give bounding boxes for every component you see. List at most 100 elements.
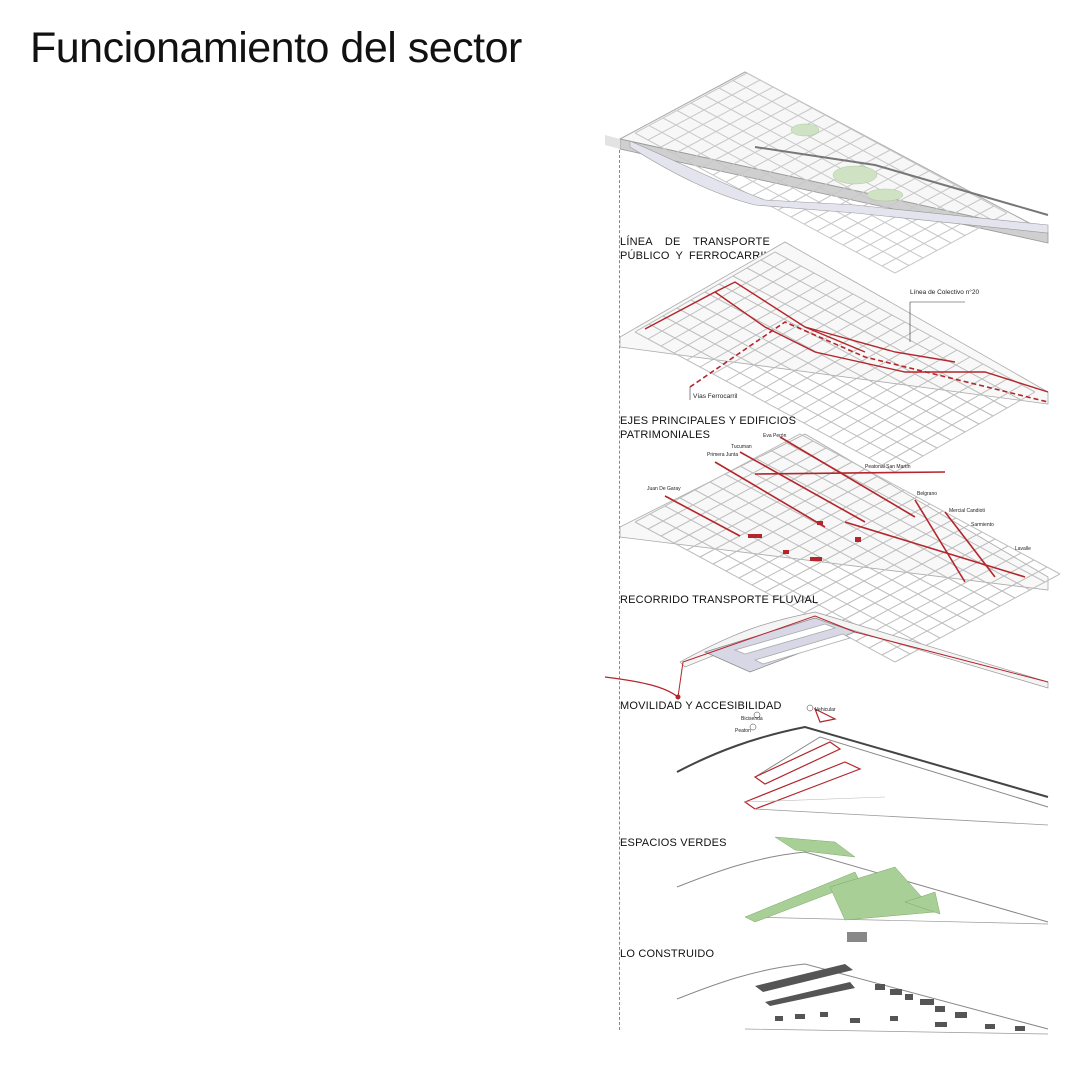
verdes-green-areas	[744, 836, 941, 923]
transporte-street-grid	[634, 251, 1036, 473]
grid-line	[738, 307, 880, 389]
construido-drawing	[676, 963, 1049, 1035]
page-title: Funcionamiento del sector	[30, 24, 522, 72]
label-ejes: EJES PRINCIPALES Y EDIFICIOS PATRIMONIAL…	[620, 414, 796, 442]
grid-line	[868, 198, 982, 260]
grid-line	[699, 286, 841, 368]
grid-line	[673, 454, 840, 544]
grid-line	[777, 328, 919, 410]
verdes-drawing	[676, 836, 1049, 942]
transporte-drawing	[619, 241, 1049, 473]
grid-line	[842, 545, 1009, 635]
grid-line	[673, 93, 787, 155]
construido-buildings	[755, 964, 1025, 1031]
street-sarmiento: Sarmiento	[971, 522, 994, 528]
movilidad-drawing	[676, 704, 1049, 826]
grid-line	[660, 265, 802, 347]
layer-fluvial: RECORRIDO TRANSPORTE FLUVIAL	[604, 592, 1055, 702]
base-axonometric-drawing	[605, 71, 1049, 274]
street-lavalle: Lavalle	[1015, 546, 1031, 552]
grid-line	[881, 384, 1023, 466]
grid-line	[816, 349, 958, 431]
grid-line	[647, 258, 789, 340]
grid-line	[803, 163, 917, 225]
layer-transporte: LÍNEA DE TRANSPORTE PÚBLICO Y FERROCARRI…	[605, 232, 1055, 473]
grid-line	[738, 489, 905, 579]
grid-line	[634, 251, 776, 333]
fluvial-route-outer	[604, 676, 679, 698]
grid-line	[686, 100, 800, 162]
label-ejes-line2: PATRIMONIALES	[620, 429, 711, 441]
movilidad-bike-paths	[743, 707, 862, 810]
base-green-areas	[790, 123, 904, 202]
grid-line	[712, 475, 879, 565]
street-mercial-candioti: Mercial Candioti	[949, 508, 985, 514]
legend-peaton: Peaton	[735, 728, 751, 734]
fluvial-drawing	[604, 611, 1049, 700]
legend-bicisenda: Bicisenda	[741, 716, 763, 722]
ejes-heritage-buildings	[748, 521, 861, 561]
grid-line	[660, 86, 774, 148]
grid-line	[634, 433, 801, 523]
grid-line	[868, 559, 1035, 649]
layer-stack-axis	[619, 150, 620, 1030]
transporte-bus-routes	[644, 281, 1049, 393]
verdes-legend-swatch	[847, 932, 867, 942]
grid-line	[634, 72, 748, 134]
grid-line	[894, 391, 1036, 473]
grid-line	[686, 279, 828, 361]
grid-line	[712, 293, 854, 375]
grid-line	[764, 503, 931, 593]
label-movilidad: MOVILIDAD Y ACCESIBILIDAD	[620, 700, 782, 712]
street-eva-peron: Eva Perón	[763, 433, 787, 439]
grid-line	[764, 142, 878, 204]
fluvial-route	[677, 615, 1049, 698]
layer-construido: LO CONSTRUIDO	[605, 944, 1055, 1044]
label-transporte: LÍNEA DE TRANSPORTE PÚBLICO Y FERROCARRI…	[620, 235, 770, 263]
label-ejes-line1: EJES PRINCIPALES Y EDIFICIOS	[620, 415, 797, 427]
grid-line	[764, 321, 906, 403]
street-tucuman: Tucuman	[731, 444, 752, 450]
grid-line	[868, 377, 1010, 459]
base-railway	[754, 146, 1049, 216]
movilidad-vehicular-road	[676, 725, 1049, 798]
legend-vehicular: Vehicular	[815, 707, 836, 713]
grid-line	[816, 170, 930, 232]
layer-base	[605, 55, 1055, 274]
grid-line	[777, 510, 944, 600]
grid-line	[647, 440, 814, 530]
ejes-street-grid	[634, 433, 1061, 663]
grid-line	[751, 314, 893, 396]
label-transporte-line2: PÚBLICO Y FERROCARRIL	[620, 250, 770, 262]
grid-line	[699, 107, 813, 169]
grid-line	[686, 461, 853, 551]
street-peatonal-san-martin: Peatonal San Martín	[865, 464, 911, 470]
grid-line	[699, 468, 866, 558]
grid-line	[855, 191, 969, 253]
base-river	[629, 140, 1049, 234]
grid-line	[647, 79, 761, 141]
label-fluvial: RECORRIDO TRANSPORTE FLUVIAL	[620, 594, 819, 606]
grid-line	[829, 538, 996, 628]
layer-ejes: EJES PRINCIPALES Y EDIFICIOS PATRIMONIAL…	[605, 412, 1061, 663]
street-belgrano: Belgrano	[917, 491, 938, 497]
grid-line	[751, 496, 918, 586]
grid-line	[790, 335, 932, 417]
grid-line	[725, 300, 867, 382]
ejes-main-axes	[664, 436, 1026, 583]
grid-line	[738, 128, 852, 190]
grid-line	[660, 447, 827, 537]
transporte-railway	[689, 321, 1049, 403]
grid-line	[881, 205, 995, 267]
grid-line	[816, 531, 983, 621]
grid-line	[751, 135, 865, 197]
grid-line	[842, 363, 984, 445]
layer-movilidad: MOVILIDAD Y ACCESIBILIDAD Vehicular Bici…	[605, 697, 1055, 827]
layer-verdes: ESPACIOS VERDES	[605, 832, 1055, 942]
label-construido: LO CONSTRUIDO	[620, 948, 715, 960]
street-primera-junta: Primera Junta	[707, 452, 739, 458]
annotation-ferrocarril: Vías Ferrocarril	[693, 393, 738, 400]
street-juan-de-garay: Juan De Garay	[647, 486, 681, 492]
annotation-colectivo: Línea de Colectivo n°20	[910, 289, 980, 296]
label-transporte-line1: LÍNEA DE TRANSPORTE	[620, 236, 770, 248]
